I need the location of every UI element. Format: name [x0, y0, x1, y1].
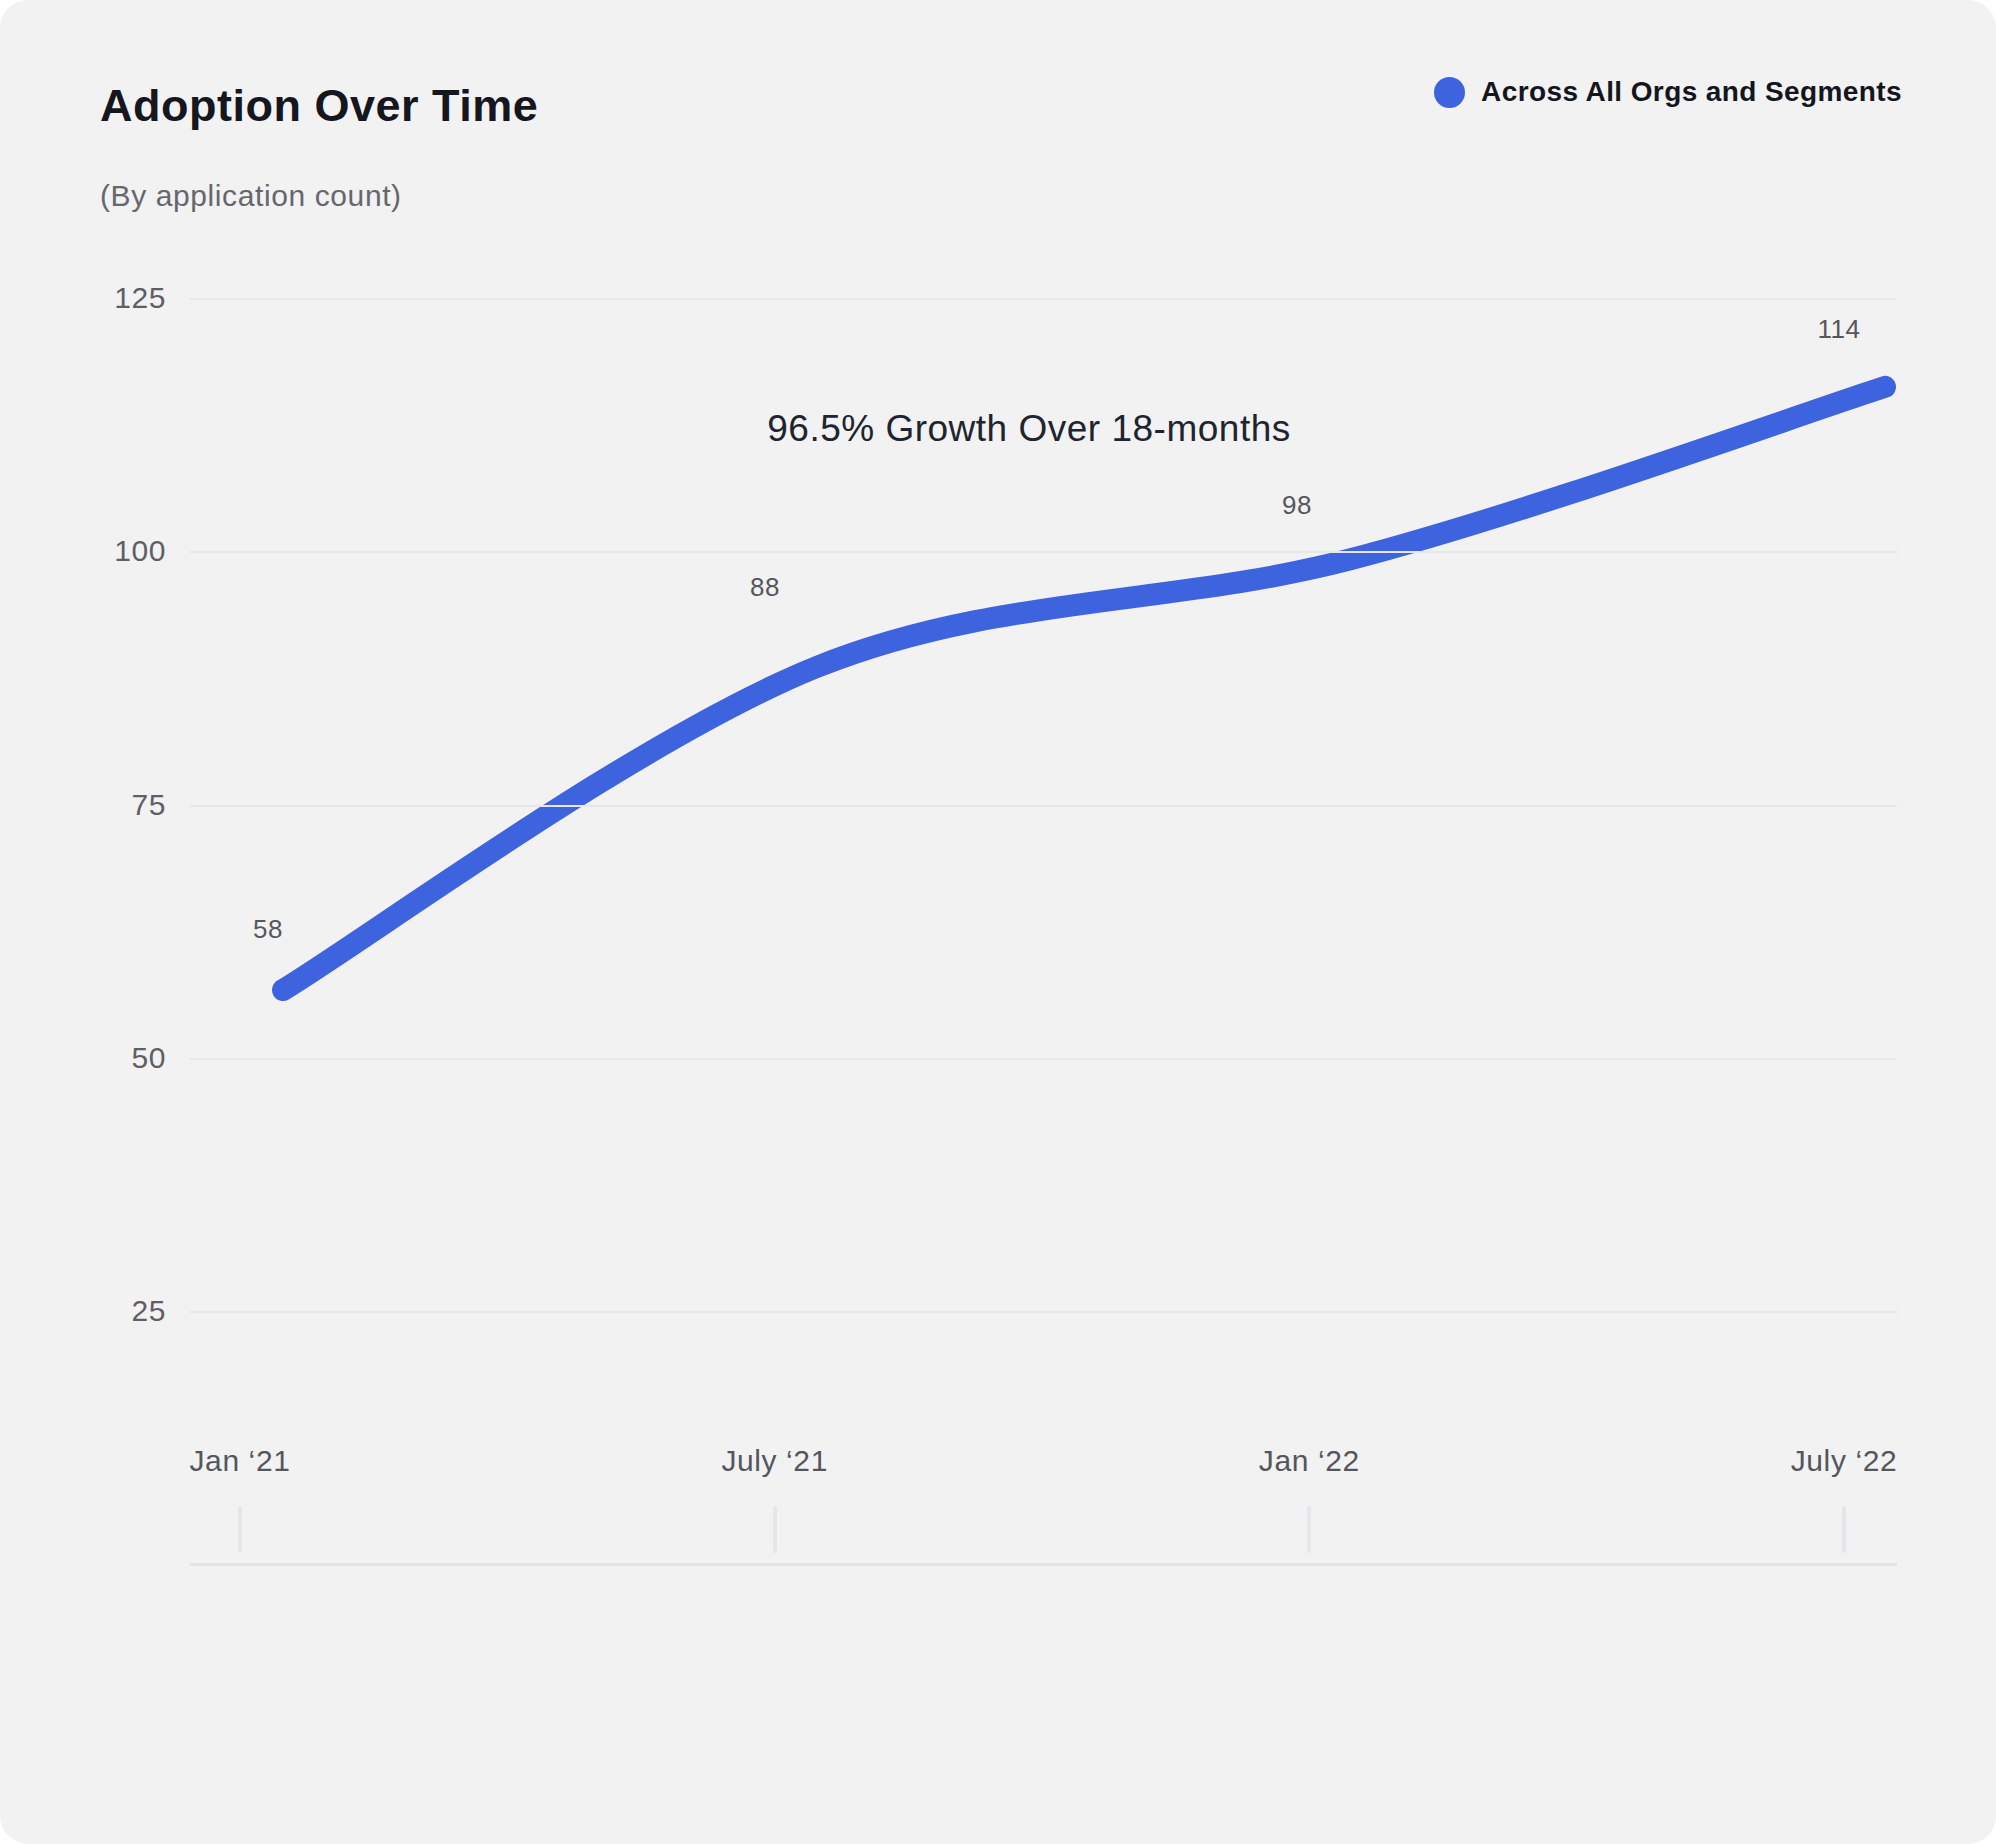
point-value-label: 114 — [1818, 313, 1861, 344]
growth-annotation: 96.5% Growth Over 18-months — [529, 408, 1529, 450]
gridline — [190, 551, 1897, 553]
x-axis-line — [190, 1563, 1897, 1566]
x-axis-tick-mark — [1842, 1506, 1846, 1553]
adoption-chart-card: Adoption Over Time (By application count… — [0, 0, 1996, 1844]
gridline — [190, 298, 1897, 300]
y-axis-tick-label: 75 — [40, 788, 166, 822]
adoption-line — [283, 387, 1885, 990]
gridline — [190, 1311, 1897, 1313]
y-axis-tick-label: 25 — [40, 1294, 166, 1328]
y-axis-tick-label: 100 — [40, 534, 166, 568]
x-axis-tick-mark — [1307, 1506, 1311, 1553]
line-series-layer — [0, 0, 1996, 1844]
x-axis-tick-mark — [238, 1506, 242, 1553]
x-axis-tick-mark — [773, 1506, 777, 1553]
x-axis-tick-label: July ‘21 — [655, 1444, 895, 1478]
y-axis-tick-label: 125 — [40, 281, 166, 315]
x-axis-tick-label: July ‘22 — [1724, 1444, 1964, 1478]
point-value-label: 58 — [253, 914, 283, 945]
gridline — [190, 805, 1897, 807]
point-value-label: 98 — [1282, 490, 1312, 521]
x-axis-tick-label: Jan ‘22 — [1189, 1444, 1429, 1478]
plot-area: 125 100 75 50 25 Jan ‘21 July ‘21 Jan ‘22 July ‘… — [0, 0, 1996, 1844]
y-axis-tick-label: 50 — [40, 1041, 166, 1075]
point-value-label: 88 — [750, 571, 780, 602]
gridline — [190, 1058, 1897, 1060]
x-axis-tick-label: Jan ‘21 — [120, 1444, 360, 1478]
